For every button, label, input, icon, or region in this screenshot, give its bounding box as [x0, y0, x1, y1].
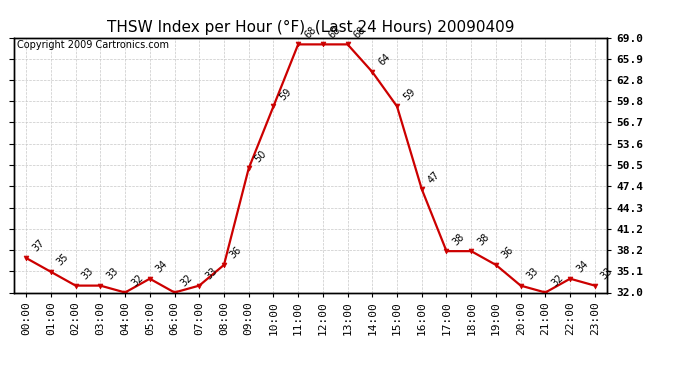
Text: 38: 38 — [451, 231, 466, 247]
Text: Copyright 2009 Cartronics.com: Copyright 2009 Cartronics.com — [17, 40, 169, 50]
Text: 34: 34 — [154, 259, 170, 274]
Text: 59: 59 — [401, 86, 417, 102]
Title: THSW Index per Hour (°F)  (Last 24 Hours) 20090409: THSW Index per Hour (°F) (Last 24 Hours)… — [107, 20, 514, 35]
Text: 35: 35 — [55, 252, 71, 268]
Text: 47: 47 — [426, 169, 442, 185]
Text: 37: 37 — [30, 238, 46, 254]
Text: 33: 33 — [525, 266, 540, 282]
Text: 32: 32 — [129, 273, 145, 288]
Text: 32: 32 — [549, 273, 565, 288]
Text: 68: 68 — [302, 24, 318, 40]
Text: 33: 33 — [80, 266, 95, 282]
Text: 50: 50 — [253, 148, 268, 164]
Text: 36: 36 — [228, 245, 244, 261]
Text: 68: 68 — [352, 24, 368, 40]
Text: 34: 34 — [574, 259, 590, 274]
Text: 68: 68 — [327, 24, 343, 40]
Text: 36: 36 — [500, 245, 516, 261]
Text: 38: 38 — [475, 231, 491, 247]
Text: 64: 64 — [377, 52, 392, 68]
Text: 33: 33 — [204, 266, 219, 282]
Text: 33: 33 — [599, 266, 615, 282]
Text: 32: 32 — [179, 273, 195, 288]
Text: 59: 59 — [277, 86, 293, 102]
Text: 33: 33 — [104, 266, 120, 282]
